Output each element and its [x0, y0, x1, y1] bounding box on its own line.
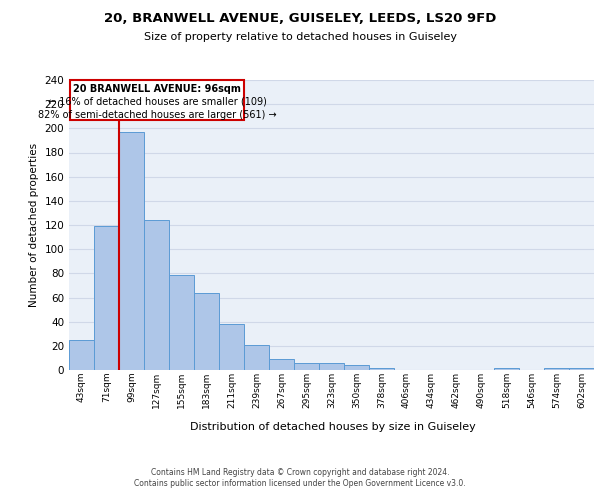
Text: Contains HM Land Registry data © Crown copyright and database right 2024.
Contai: Contains HM Land Registry data © Crown c…	[134, 468, 466, 487]
Bar	[94, 226, 119, 370]
Bar	[244, 344, 269, 370]
Bar	[144, 220, 169, 370]
Bar	[119, 132, 144, 370]
Text: ← 16% of detached houses are smaller (109): ← 16% of detached houses are smaller (10…	[47, 97, 266, 107]
FancyBboxPatch shape	[70, 80, 244, 120]
Bar	[369, 368, 394, 370]
Bar	[544, 368, 569, 370]
Text: Size of property relative to detached houses in Guiseley: Size of property relative to detached ho…	[143, 32, 457, 42]
Bar	[294, 363, 319, 370]
Text: Distribution of detached houses by size in Guiseley: Distribution of detached houses by size …	[190, 422, 476, 432]
Bar	[69, 340, 94, 370]
Text: 20 BRANWELL AVENUE: 96sqm: 20 BRANWELL AVENUE: 96sqm	[73, 84, 241, 94]
Bar	[219, 324, 244, 370]
Bar	[494, 368, 519, 370]
Text: 20, BRANWELL AVENUE, GUISELEY, LEEDS, LS20 9FD: 20, BRANWELL AVENUE, GUISELEY, LEEDS, LS…	[104, 12, 496, 26]
Bar	[194, 292, 219, 370]
Bar	[269, 359, 294, 370]
Bar	[344, 365, 369, 370]
Bar	[569, 368, 594, 370]
Bar	[319, 363, 344, 370]
Text: 82% of semi-detached houses are larger (561) →: 82% of semi-detached houses are larger (…	[38, 110, 277, 120]
Bar	[169, 274, 194, 370]
Y-axis label: Number of detached properties: Number of detached properties	[29, 143, 39, 307]
